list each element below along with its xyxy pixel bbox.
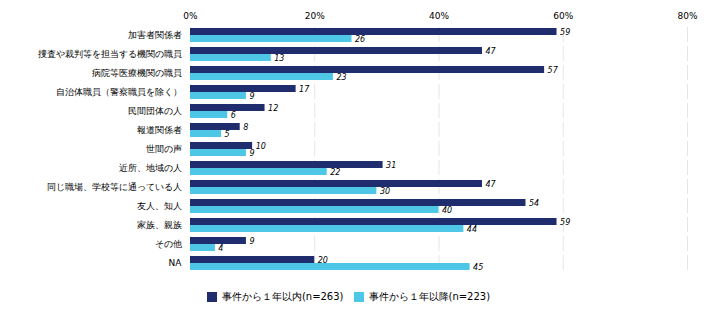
svg-text:57: 57 (548, 66, 559, 75)
svg-text:その他: その他 (155, 239, 182, 249)
svg-text:60%: 60% (553, 11, 573, 21)
svg-text:友人、知人: 友人、知人 (137, 201, 182, 211)
svg-text:8: 8 (243, 123, 248, 132)
svg-text:0%: 0% (183, 11, 198, 21)
svg-text:31: 31 (386, 161, 396, 170)
svg-text:NA: NA (169, 258, 183, 268)
svg-text:民間団体の人: 民間団体の人 (128, 106, 182, 116)
svg-text:加害者関係者: 加害者関係者 (128, 30, 182, 40)
svg-text:捜査や裁判等を担当する機関の職員: 捜査や裁判等を担当する機関の職員 (38, 49, 182, 59)
svg-text:9: 9 (249, 92, 254, 101)
svg-text:世間の声: 世間の声 (146, 144, 182, 154)
svg-text:家族、親族: 家族、親族 (137, 220, 182, 230)
svg-text:9: 9 (249, 237, 254, 246)
svg-text:5: 5 (225, 130, 230, 139)
svg-text:9: 9 (249, 149, 254, 158)
svg-text:報道関係者: 報道関係者 (137, 125, 182, 135)
svg-text:45: 45 (473, 263, 483, 272)
html-text:事件から１年以降(n=223): 事件から１年以降(n=223) (368, 290, 491, 302)
svg-text:40: 40 (442, 206, 452, 215)
svg-text:6: 6 (231, 111, 236, 120)
svg-text:20%: 20% (305, 11, 325, 21)
svg-text:22: 22 (330, 168, 340, 177)
svg-text:12: 12 (268, 104, 278, 113)
svg-text:17: 17 (299, 85, 310, 94)
svg-text:自治体職員（警察職員を除く）: 自治体職員（警察職員を除く） (56, 87, 182, 97)
svg-text:20: 20 (318, 256, 328, 265)
svg-text:40%: 40% (429, 11, 449, 21)
svg-text:病院等医療機関の職員: 病院等医療機関の職員 (92, 68, 182, 78)
svg-text:13: 13 (274, 54, 284, 63)
svg-text:47: 47 (485, 47, 496, 56)
svg-text:54: 54 (529, 199, 539, 208)
svg-text:10: 10 (256, 142, 266, 151)
svg-text:23: 23 (336, 73, 346, 82)
svg-text:80%: 80% (677, 11, 697, 21)
svg-text:26: 26 (355, 35, 365, 44)
svg-text:同じ職場、学校等に通っている人: 同じ職場、学校等に通っている人 (47, 182, 182, 192)
svg-text:30: 30 (380, 187, 390, 196)
svg-text:59: 59 (560, 28, 570, 37)
svg-text:近所、地域の人: 近所、地域の人 (119, 163, 182, 173)
svg-text:59: 59 (560, 218, 570, 227)
svg-text:47: 47 (485, 180, 496, 189)
html-text:事件から１年以内(n=263): 事件から１年以内(n=263) (221, 290, 344, 302)
svg-text:4: 4 (218, 244, 223, 253)
svg-text:44: 44 (467, 225, 477, 234)
